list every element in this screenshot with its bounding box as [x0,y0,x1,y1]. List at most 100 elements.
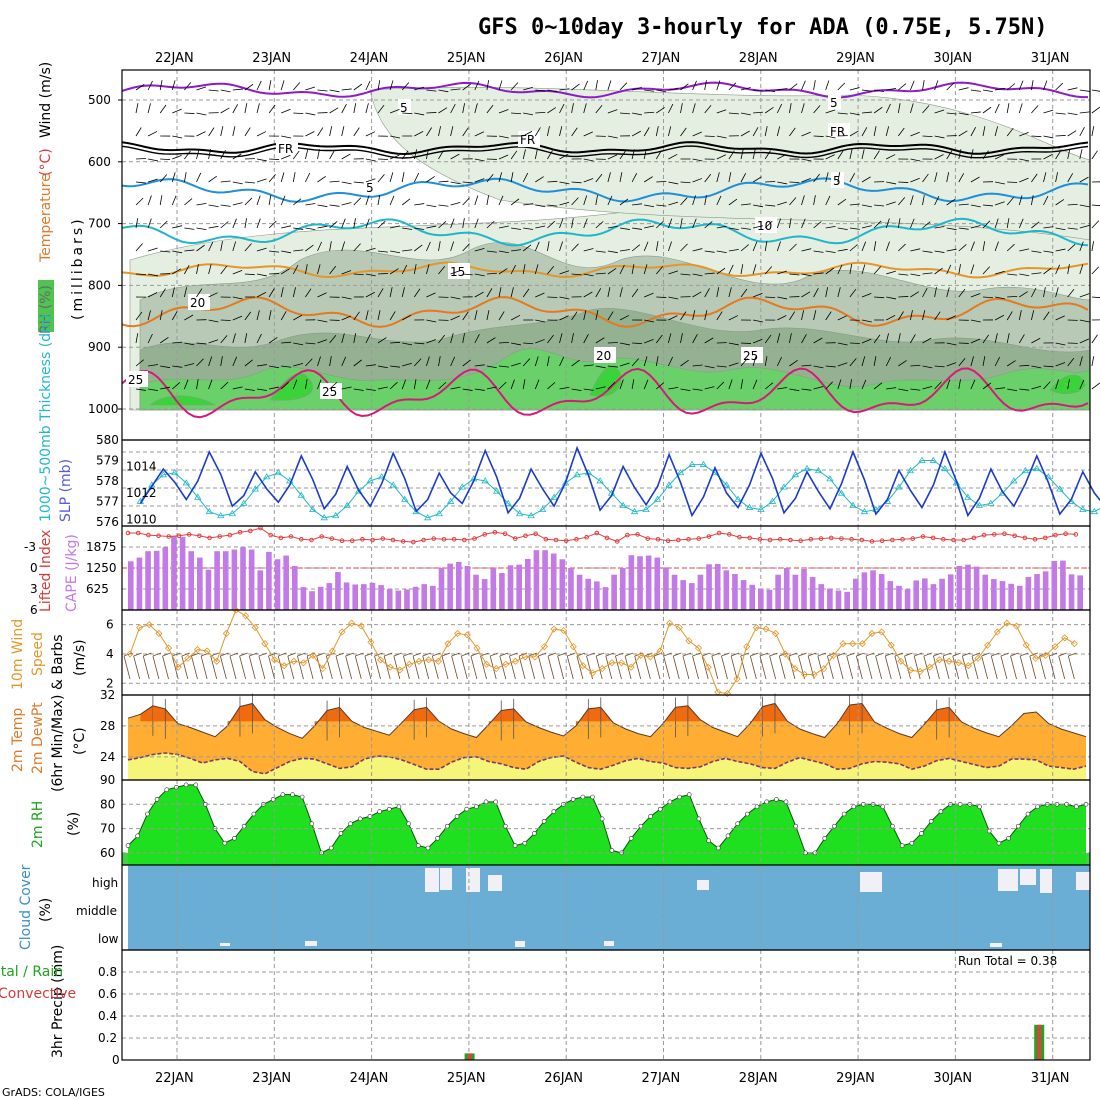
wind-barb [401,172,405,183]
wind-barb [922,221,931,229]
rh-point [503,823,508,829]
wind-barb [171,172,176,183]
wind10-barb [615,655,622,680]
wind-barb [994,270,1005,275]
rh-point [977,804,982,810]
wind-barb [692,218,697,229]
contour-label-bg [320,383,342,399]
wind-barb [329,126,333,137]
wind-barb [486,288,493,298]
wind-barb [619,362,630,367]
wind-barb [1091,266,1100,275]
cape-bar [507,565,514,610]
cape-bar [395,590,402,610]
wind-barb [498,365,509,368]
wind-barb [837,112,848,115]
wind-barb [426,225,437,229]
wind-barb [244,243,252,252]
wind-barb [1031,337,1041,344]
bottom-day-label: 28JAN [739,1071,778,1086]
wind-barb [292,264,299,275]
wind-barb [377,337,387,344]
bottom-day-label: 26JAN [544,1071,583,1086]
wind10-barb [191,652,200,657]
wind-barb [716,381,725,390]
wind-barb [293,362,304,367]
cape-bar [231,549,238,610]
wind-barb [341,241,346,252]
temp2m-label-b: 2m DewPt [30,702,46,774]
wind10-barb [971,652,981,657]
cape-bar [464,565,471,610]
contour-label-bg [364,179,377,195]
wind-barb [1006,243,1015,252]
wind10-point [1003,619,1011,627]
wind-barb [317,319,328,323]
wind-barb [341,126,345,137]
wind-barb [535,204,546,208]
wind10-barb [798,655,805,680]
wind-barb [861,338,872,344]
wind-barb [619,198,629,206]
wind-barb [873,266,882,275]
wind-barb [668,201,679,206]
wind-barb [498,80,503,91]
wind-barb [305,203,316,206]
wind-barb [353,197,362,206]
wind-barb [825,195,831,206]
wind10-barb [451,652,460,657]
thickness-line [139,460,1100,519]
wind-barb [680,83,689,91]
wind10-barb [904,652,913,657]
precip-tick: 0 [112,1053,120,1067]
wind-barb [377,250,388,253]
thickness-point [332,511,340,519]
bottom-day-label: 25JAN [447,1071,486,1086]
thickness-label: 1000~500mb Thickness (dm) [38,314,54,522]
wind-barb [159,336,169,344]
wind10-point [714,688,722,696]
wind-barb [898,243,906,252]
wind10-point [800,670,809,679]
cape-bar [162,547,169,610]
wind10-point [820,665,828,673]
wind-barb [813,105,821,114]
wind-barb [958,112,969,116]
li-tick: -3 [24,540,36,554]
wind-barb [305,288,312,298]
wind-barb [837,172,841,183]
wind10-barb [191,655,198,680]
rh-point [851,804,857,810]
wind-barb [232,218,237,229]
wind10-barb [210,652,219,657]
li-point [737,534,742,540]
wind-barb [547,89,558,93]
li-point [696,536,702,541]
wind-barb [643,176,653,183]
wind10-point [213,657,221,665]
wind-barb [172,225,183,229]
wind-barb [885,126,890,137]
wind-barb [450,356,456,367]
wind-barb [305,227,316,230]
wind-barb [982,106,992,114]
wind-barb [341,333,345,344]
wind10-barb [460,655,468,680]
wind-barb [571,181,582,184]
pressure-tick: 700 [88,217,111,231]
wind10-barb [461,652,470,657]
wind-barb [958,357,966,367]
wind-barb [910,195,914,206]
wind-barb [414,227,425,230]
wind-barb [692,131,702,137]
cape-bar [283,555,289,610]
wind-barb [873,126,877,137]
wind-barb [426,112,437,114]
contour-label: FR [278,142,293,156]
cape-bar [455,561,462,610]
thickness-point [929,456,938,463]
cape-bar [309,591,315,610]
wind-barb [498,287,502,298]
rh-point [715,845,721,851]
wind-barb [910,388,921,391]
